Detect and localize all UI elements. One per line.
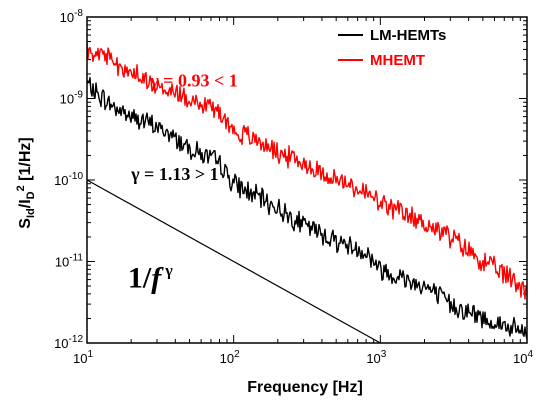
legend: LM-HEMTs MHEMT (338, 27, 446, 69)
y-axis-title: SId/ID2 [1/Hz] (15, 137, 37, 228)
legend-label: MHEMT (370, 52, 425, 69)
gamma-lm: γ = 1.13 > 1 (130, 164, 218, 184)
one-over-f-reference-line (86, 179, 381, 344)
series-layer (86, 42, 528, 340)
x-tick-label: 104 (513, 349, 533, 366)
y-tick-label: 10-12 (54, 334, 83, 351)
plot-frame (86, 16, 528, 344)
reference-line-layer (86, 179, 381, 344)
x-tick-label: 101 (73, 349, 93, 366)
series-line-lm-hemts (86, 76, 528, 340)
annotations-layer: γ = 0.93 < 1 γ = 1.13 > 1 1/f γ (128, 71, 238, 295)
x-tick-label: 103 (366, 349, 386, 366)
one-over-f: 1/f γ (128, 261, 173, 294)
y-tick-label: 10-8 (60, 8, 84, 25)
y-tick-label: 10-11 (55, 253, 84, 270)
y-tick-label: 10-9 (60, 90, 84, 107)
gamma-mhemt: γ = 0.93 < 1 (149, 71, 237, 91)
x-axis-title: Frequency [Hz] (247, 379, 363, 396)
y-tick-label: 10-10 (54, 171, 83, 188)
legend-label: LM-HEMTs (370, 27, 446, 44)
x-tick-label: 102 (220, 349, 240, 366)
tick-labels-layer: 101 102 103 104 10-12 10-11 10-10 10-9 10-8 (54, 8, 533, 366)
series-line-mhemt (86, 42, 528, 300)
